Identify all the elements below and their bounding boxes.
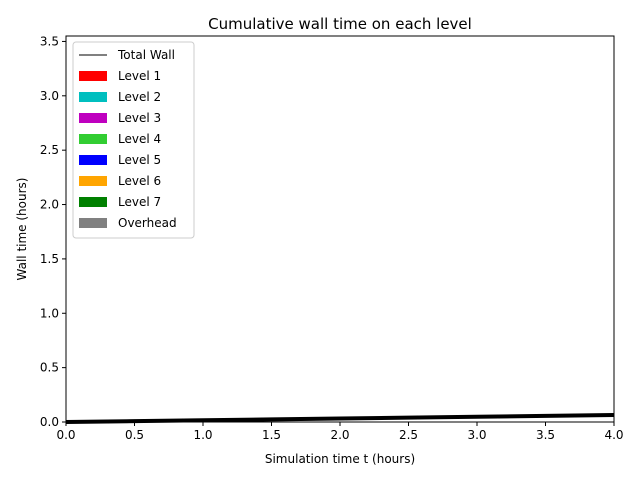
legend-label-level-5: Level 5: [118, 153, 161, 167]
line-total-wall: [65, 413, 615, 424]
legend-label-level-3: Level 3: [118, 111, 161, 125]
legend-swatch-level-2: [79, 92, 107, 102]
legend-swatch-level-5: [79, 155, 107, 165]
y-tick-label: 3.5: [40, 34, 59, 48]
y-tick-label: 1.0: [40, 306, 59, 320]
legend-items: Total Wall Level 1 Level 2 Level 3 Level 4 Le…: [79, 48, 177, 230]
y-tick-label: 3.0: [40, 89, 59, 103]
x-tick-label: 3.5: [536, 428, 555, 442]
legend-label-overhead: Overhead: [118, 216, 177, 230]
legend-label-total-wall: Total Wall: [117, 48, 175, 62]
legend-swatch-level-3: [79, 113, 107, 123]
legend-label-level-1: Level 1: [118, 69, 161, 83]
x-tick-label: 0.0: [56, 428, 75, 442]
x-axis-ticks: 0.0 0.5 1.0 1.5 2.0 2.5 3.0 3.5 4.0: [56, 422, 624, 442]
legend: Total Wall Level 1 Level 2 Level 3 Level 4 Le…: [72, 41, 195, 239]
x-tick-label: 4.0: [604, 428, 623, 442]
y-axis-ticks: 0.0 0.5 1.0 1.5 2.0 2.5 3.0 3.5: [40, 34, 66, 429]
x-axis-label: Simulation time t (hours): [265, 452, 415, 466]
legend-swatch-overhead: [79, 218, 107, 228]
legend-label-level-7: Level 7: [118, 195, 161, 209]
x-tick-label: 1.5: [262, 428, 281, 442]
x-tick-label: 1.0: [193, 428, 212, 442]
legend-label-level-2: Level 2: [118, 90, 161, 104]
x-tick-label: 0.5: [125, 428, 144, 442]
y-tick-label: 2.0: [40, 198, 59, 212]
x-tick-label: 2.0: [330, 428, 349, 442]
y-tick-label: 0.5: [40, 361, 59, 375]
x-tick-label: 3.0: [467, 428, 486, 442]
legend-swatch-level-1: [79, 71, 107, 81]
legend-label-level-6: Level 6: [118, 174, 161, 188]
legend-box: [72, 41, 195, 239]
y-tick-label: 1.5: [40, 252, 59, 266]
y-tick-label: 0.0: [40, 415, 59, 429]
y-tick-label: 2.5: [40, 143, 59, 157]
legend-swatch-level-6: [79, 176, 107, 186]
y-axis-label: Wall time (hours): [15, 178, 29, 281]
legend-swatch-level-4: [79, 134, 107, 144]
legend-swatch-level-7: [79, 197, 107, 207]
legend-label-level-4: Level 4: [118, 132, 161, 146]
chart-title: Cumulative wall time on each level: [208, 15, 472, 33]
line-layers: [65, 413, 615, 424]
x-tick-label: 2.5: [399, 428, 418, 442]
